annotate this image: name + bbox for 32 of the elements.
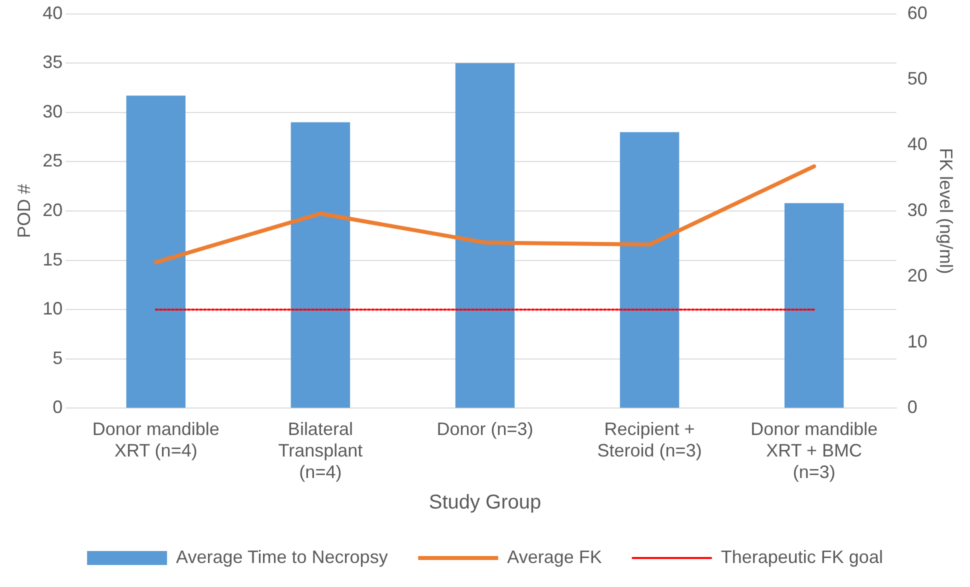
x-tick-label: Donor (n=3) [436, 418, 534, 439]
y-tick-label: 10 [42, 298, 63, 319]
y-tick-label: 30 [42, 101, 63, 122]
y2-tick-label: 10 [907, 331, 928, 352]
x-tick-label: Donor mandible XRT (n=4) [92, 418, 220, 461]
bar [620, 132, 680, 408]
y-tick-label: 40 [42, 2, 63, 23]
y-tick-label: 15 [42, 249, 63, 270]
y-tick-label: 25 [42, 150, 63, 171]
x-axis-title: Study Group [428, 492, 542, 514]
legend-label: Therapeutic FK goal [720, 546, 883, 567]
y2-tick-label: 50 [907, 68, 928, 88]
y2-tick-label: 30 [907, 200, 928, 220]
legend-label: Average FK [507, 546, 602, 567]
x-tick-label: Bilateral Transplant (n=4) [278, 418, 363, 482]
x-tick-label: Donor mandible XRT + BMC (n=3) [750, 418, 878, 482]
y2-tick-label: 60 [907, 2, 928, 23]
bar [290, 122, 350, 408]
y2-tick-label: 0 [907, 397, 918, 418]
y-tick-label: 35 [42, 52, 63, 72]
bar [784, 203, 844, 408]
bar [126, 96, 186, 408]
y-tick-label: 5 [52, 348, 63, 368]
y2-tick-label: 20 [907, 266, 928, 286]
y-tick-label: 0 [52, 397, 63, 418]
y2-axis-title: FK level (ng/ml) [936, 148, 956, 274]
y-tick-label: 20 [42, 200, 63, 220]
y-axis-title: POD # [14, 184, 34, 238]
y2-tick-label: 40 [907, 134, 928, 154]
bar [455, 63, 515, 408]
legend-label: Average Time to Necropsy [176, 546, 388, 567]
x-tick-label: Recipient + Steroid (n=3) [597, 418, 702, 461]
